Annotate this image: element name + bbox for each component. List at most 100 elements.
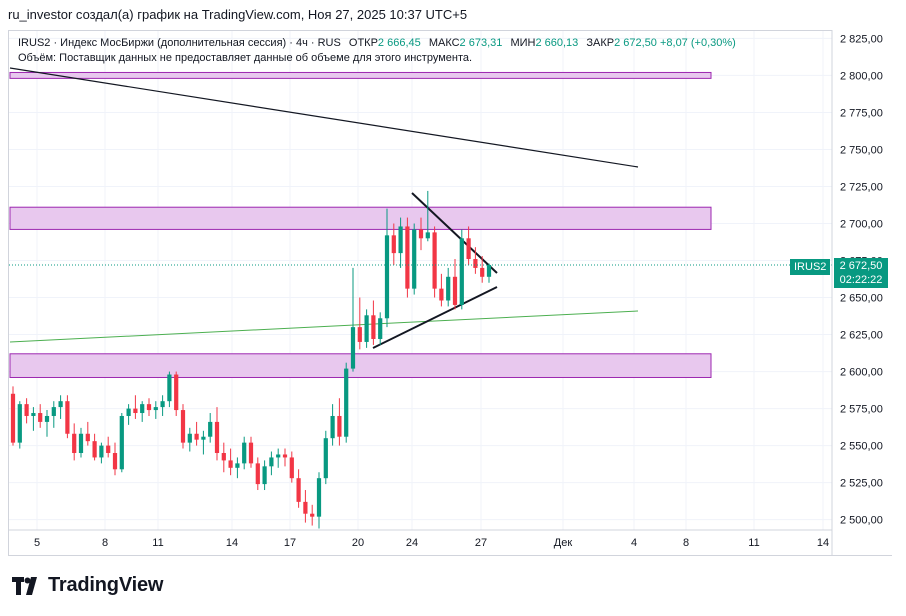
candle-body xyxy=(296,478,301,502)
candle-body xyxy=(10,393,16,443)
last-price-value: 2 672,50 xyxy=(839,260,883,272)
y-tick-label: 2 775,00 xyxy=(840,107,883,119)
y-tick-label: 2 550,00 xyxy=(840,441,883,453)
y-tick-label: 2 500,00 xyxy=(840,515,883,527)
candle-body xyxy=(425,232,430,239)
candle-body xyxy=(72,433,77,454)
low-label: МИН xyxy=(510,37,536,49)
last-price-tag: 2 672,50 02:22:22 xyxy=(834,258,888,288)
candle-body xyxy=(282,454,288,458)
candle-body xyxy=(473,259,478,268)
x-tick-label: 14 xyxy=(817,537,829,549)
x-tick-label: 8 xyxy=(102,537,108,549)
y-tick-label: 2 725,00 xyxy=(840,181,883,193)
resistance-descending-line xyxy=(9,67,639,168)
candle-body xyxy=(432,232,437,289)
candle-body xyxy=(208,421,213,437)
candle-body xyxy=(384,235,390,319)
candle-body xyxy=(126,408,131,416)
candle-body xyxy=(133,408,138,414)
candle-body xyxy=(92,441,97,458)
support-rising-line xyxy=(9,310,639,343)
y-tick-label: 2 600,00 xyxy=(840,367,883,379)
y-tick-label: 2 625,00 xyxy=(840,330,883,342)
volume-note: Объём: Поставщик данных не предоставляет… xyxy=(18,52,473,64)
candle-body xyxy=(235,463,240,468)
tradingview-logo[interactable]: TradingView xyxy=(12,574,163,597)
grid xyxy=(9,31,832,530)
y-tick-label: 2 575,00 xyxy=(840,404,883,416)
candle-body xyxy=(337,415,342,437)
candle-body xyxy=(480,267,485,277)
tradingview-logo-icon xyxy=(12,576,37,595)
low-value: 2 660,13 xyxy=(535,37,579,49)
close-value: 2 672,50 xyxy=(614,37,657,49)
support-resistance-zone xyxy=(9,353,712,378)
candle-body xyxy=(65,401,70,434)
candle-body xyxy=(303,501,308,514)
candle-body xyxy=(214,421,220,454)
candle-body xyxy=(323,438,328,479)
candle-body xyxy=(289,457,294,479)
chart-caption: ru_investor создал(а) график на TradingV… xyxy=(8,7,468,22)
candle-body xyxy=(330,415,335,439)
candle-body xyxy=(316,478,322,517)
candle-body xyxy=(412,229,417,289)
candle-body xyxy=(187,433,192,443)
x-tick-label: Дек xyxy=(554,537,573,549)
candle-body xyxy=(17,404,22,443)
candle-body xyxy=(38,413,43,422)
candle-body xyxy=(459,238,464,305)
ticker-tag: IRUS2 xyxy=(790,259,831,275)
x-tick-label: 4 xyxy=(631,537,637,549)
candle-body xyxy=(85,433,90,442)
y-tick-label: 2 825,00 xyxy=(840,33,883,45)
candle-body xyxy=(446,276,451,301)
close-label: ЗАКР xyxy=(586,37,615,49)
candle-body xyxy=(452,276,458,305)
y-tick-label: 2 700,00 xyxy=(840,218,883,230)
x-tick-label: 24 xyxy=(406,537,418,549)
candle-body xyxy=(31,413,36,416)
x-tick-label: 17 xyxy=(284,537,296,549)
candles xyxy=(10,190,492,529)
high-value: 2 673,31 xyxy=(459,37,503,49)
candle-body xyxy=(269,457,274,467)
candle-body xyxy=(112,453,118,470)
candle-body xyxy=(167,374,172,402)
candle-body xyxy=(398,226,403,254)
candle-body xyxy=(221,453,226,461)
candle-body xyxy=(140,404,145,414)
candle-body xyxy=(248,442,254,464)
candle-body xyxy=(106,445,111,454)
triangle-lower-line xyxy=(372,286,498,349)
x-tick-label: 11 xyxy=(152,537,163,549)
candle-body xyxy=(364,315,369,342)
open-label: ОТКР xyxy=(348,37,378,49)
candle-body xyxy=(466,238,471,260)
candle-body xyxy=(357,327,362,342)
candle-body xyxy=(418,229,424,239)
brand-name: TradingView xyxy=(48,574,164,596)
symbol-description[interactable]: IRUS2 · Индекс МосБиржи (дополнительная … xyxy=(18,37,341,49)
candle-body xyxy=(262,466,267,485)
high-label: МАКС xyxy=(428,37,460,49)
x-tick-label: 8 xyxy=(683,537,689,549)
x-tick-label: 5 xyxy=(34,537,40,549)
candle-body xyxy=(276,454,281,458)
candle-body xyxy=(99,445,104,458)
x-tick-label: 27 xyxy=(475,537,487,549)
candle-body xyxy=(371,315,376,339)
candle-body xyxy=(439,288,444,301)
change-value: +8,07 (+0,30%) xyxy=(659,37,736,49)
support-resistance-zone xyxy=(9,206,712,230)
candle-body xyxy=(78,433,84,454)
candle-body xyxy=(255,463,260,485)
candle-body xyxy=(153,407,158,411)
candle-body xyxy=(58,401,63,408)
legend: IRUS2 · Индекс МосБиржи (дополнительная … xyxy=(18,35,736,51)
open-value: 2 666,45 xyxy=(377,37,421,49)
candle-body xyxy=(201,436,206,440)
candle-body xyxy=(242,442,247,464)
